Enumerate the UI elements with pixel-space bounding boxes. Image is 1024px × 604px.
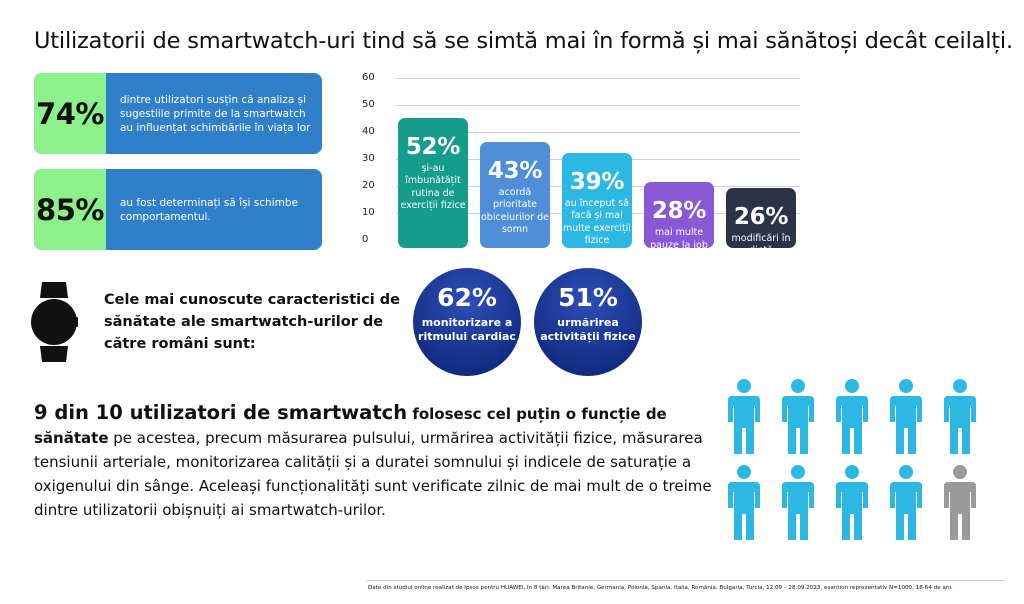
bar-category-label: modificări în dietă	[731, 232, 791, 257]
footnote-divider	[366, 580, 1004, 581]
bar-value-label: 26%	[733, 203, 789, 230]
summary-text: pe acestea, precum măsurarea pulsului, u…	[34, 429, 712, 519]
stat-card: 85% au fost determinați să își schimbe c…	[34, 169, 322, 250]
people-grid	[727, 378, 979, 544]
person-icon	[889, 464, 923, 542]
bar-value-label: 43%	[487, 157, 543, 184]
person-icon	[943, 378, 977, 456]
stat-percentage: 74%	[34, 73, 106, 154]
bar: 43% acordă prioritate obiceiurilor de som…	[480, 141, 550, 248]
feature-percentage: 51%	[558, 283, 618, 312]
features-heading: Cele mai cunoscute caracteristici de săn…	[104, 292, 400, 352]
y-tick-label: 50	[362, 99, 375, 110]
bar-category-label: acordă prioritate obiceiurilor de somn	[480, 186, 549, 236]
bar: 39% au început să facă și mai multe exerc…	[562, 152, 632, 248]
y-tick-label: 10	[362, 207, 375, 218]
bar-category-label: au început să facă și mai multe exerciți…	[563, 197, 631, 247]
bar-category-label: mai multe pauze la job	[650, 227, 708, 251]
person-icon	[889, 378, 923, 456]
feature-label: urmărirea activității fizice	[540, 316, 636, 343]
feature-circle: 51% urmărirea activității fizice	[534, 268, 642, 376]
footnote: Date din studiul online realizat de Ipso…	[368, 585, 953, 591]
grid-line	[396, 105, 800, 106]
bar: 26% modificări în dietă	[726, 187, 796, 256]
stat-description: au fost determinați să își schimbe compo…	[120, 196, 298, 223]
bar-chart: 0 10 20 30 40 50 60 52% și-au îmbunătățit rutina…	[362, 70, 802, 256]
bar-value-label: 28%	[651, 198, 707, 225]
summary-bold: folosesc cel puțin o funcție de sănătate	[34, 405, 667, 447]
person-icon	[781, 464, 815, 542]
summary-highlight: 9 din 10 utilizatori de smartwatch	[34, 401, 408, 424]
summary-paragraph: 9 din 10 utilizatori de smartwatch folos…	[34, 401, 734, 522]
person-icon	[835, 378, 869, 456]
smartwatch-icon	[31, 282, 78, 362]
stat-percentage: 85%	[34, 169, 106, 250]
person-icon	[943, 464, 977, 542]
grid-line	[396, 132, 800, 133]
grid-line	[396, 78, 800, 79]
person-icon	[781, 378, 815, 456]
bar: 28% mai multe pauze la job	[644, 182, 714, 251]
y-tick-label: 30	[362, 153, 375, 164]
bar-category-label: și-au îmbunătățit rutina de exerciții fi…	[400, 162, 466, 212]
feature-label: monitorizare a ritmului cardiac	[418, 316, 516, 343]
bar: 52% și-au îmbunătățit rutina de exerciții…	[398, 117, 468, 248]
page-title: Utilizatorii de smartwatch-uri tind să s…	[34, 28, 1013, 54]
feature-circle: 62% monitorizare a ritmului cardiac	[413, 268, 521, 376]
bar-value-label: 39%	[569, 168, 625, 195]
person-icon	[835, 464, 869, 542]
feature-percentage: 62%	[437, 283, 497, 312]
person-icon	[727, 378, 761, 456]
y-tick-label: 20	[362, 180, 375, 191]
y-tick-label: 60	[362, 72, 375, 83]
stat-description: dintre utilizatori susțin că analiza și …	[120, 93, 311, 134]
person-icon	[727, 464, 761, 542]
bar-value-label: 52%	[405, 133, 461, 160]
stat-card: 74% dintre utilizatori susțin că analiza…	[34, 73, 322, 154]
y-tick-label: 0	[362, 234, 369, 245]
y-tick-label: 40	[362, 126, 375, 137]
